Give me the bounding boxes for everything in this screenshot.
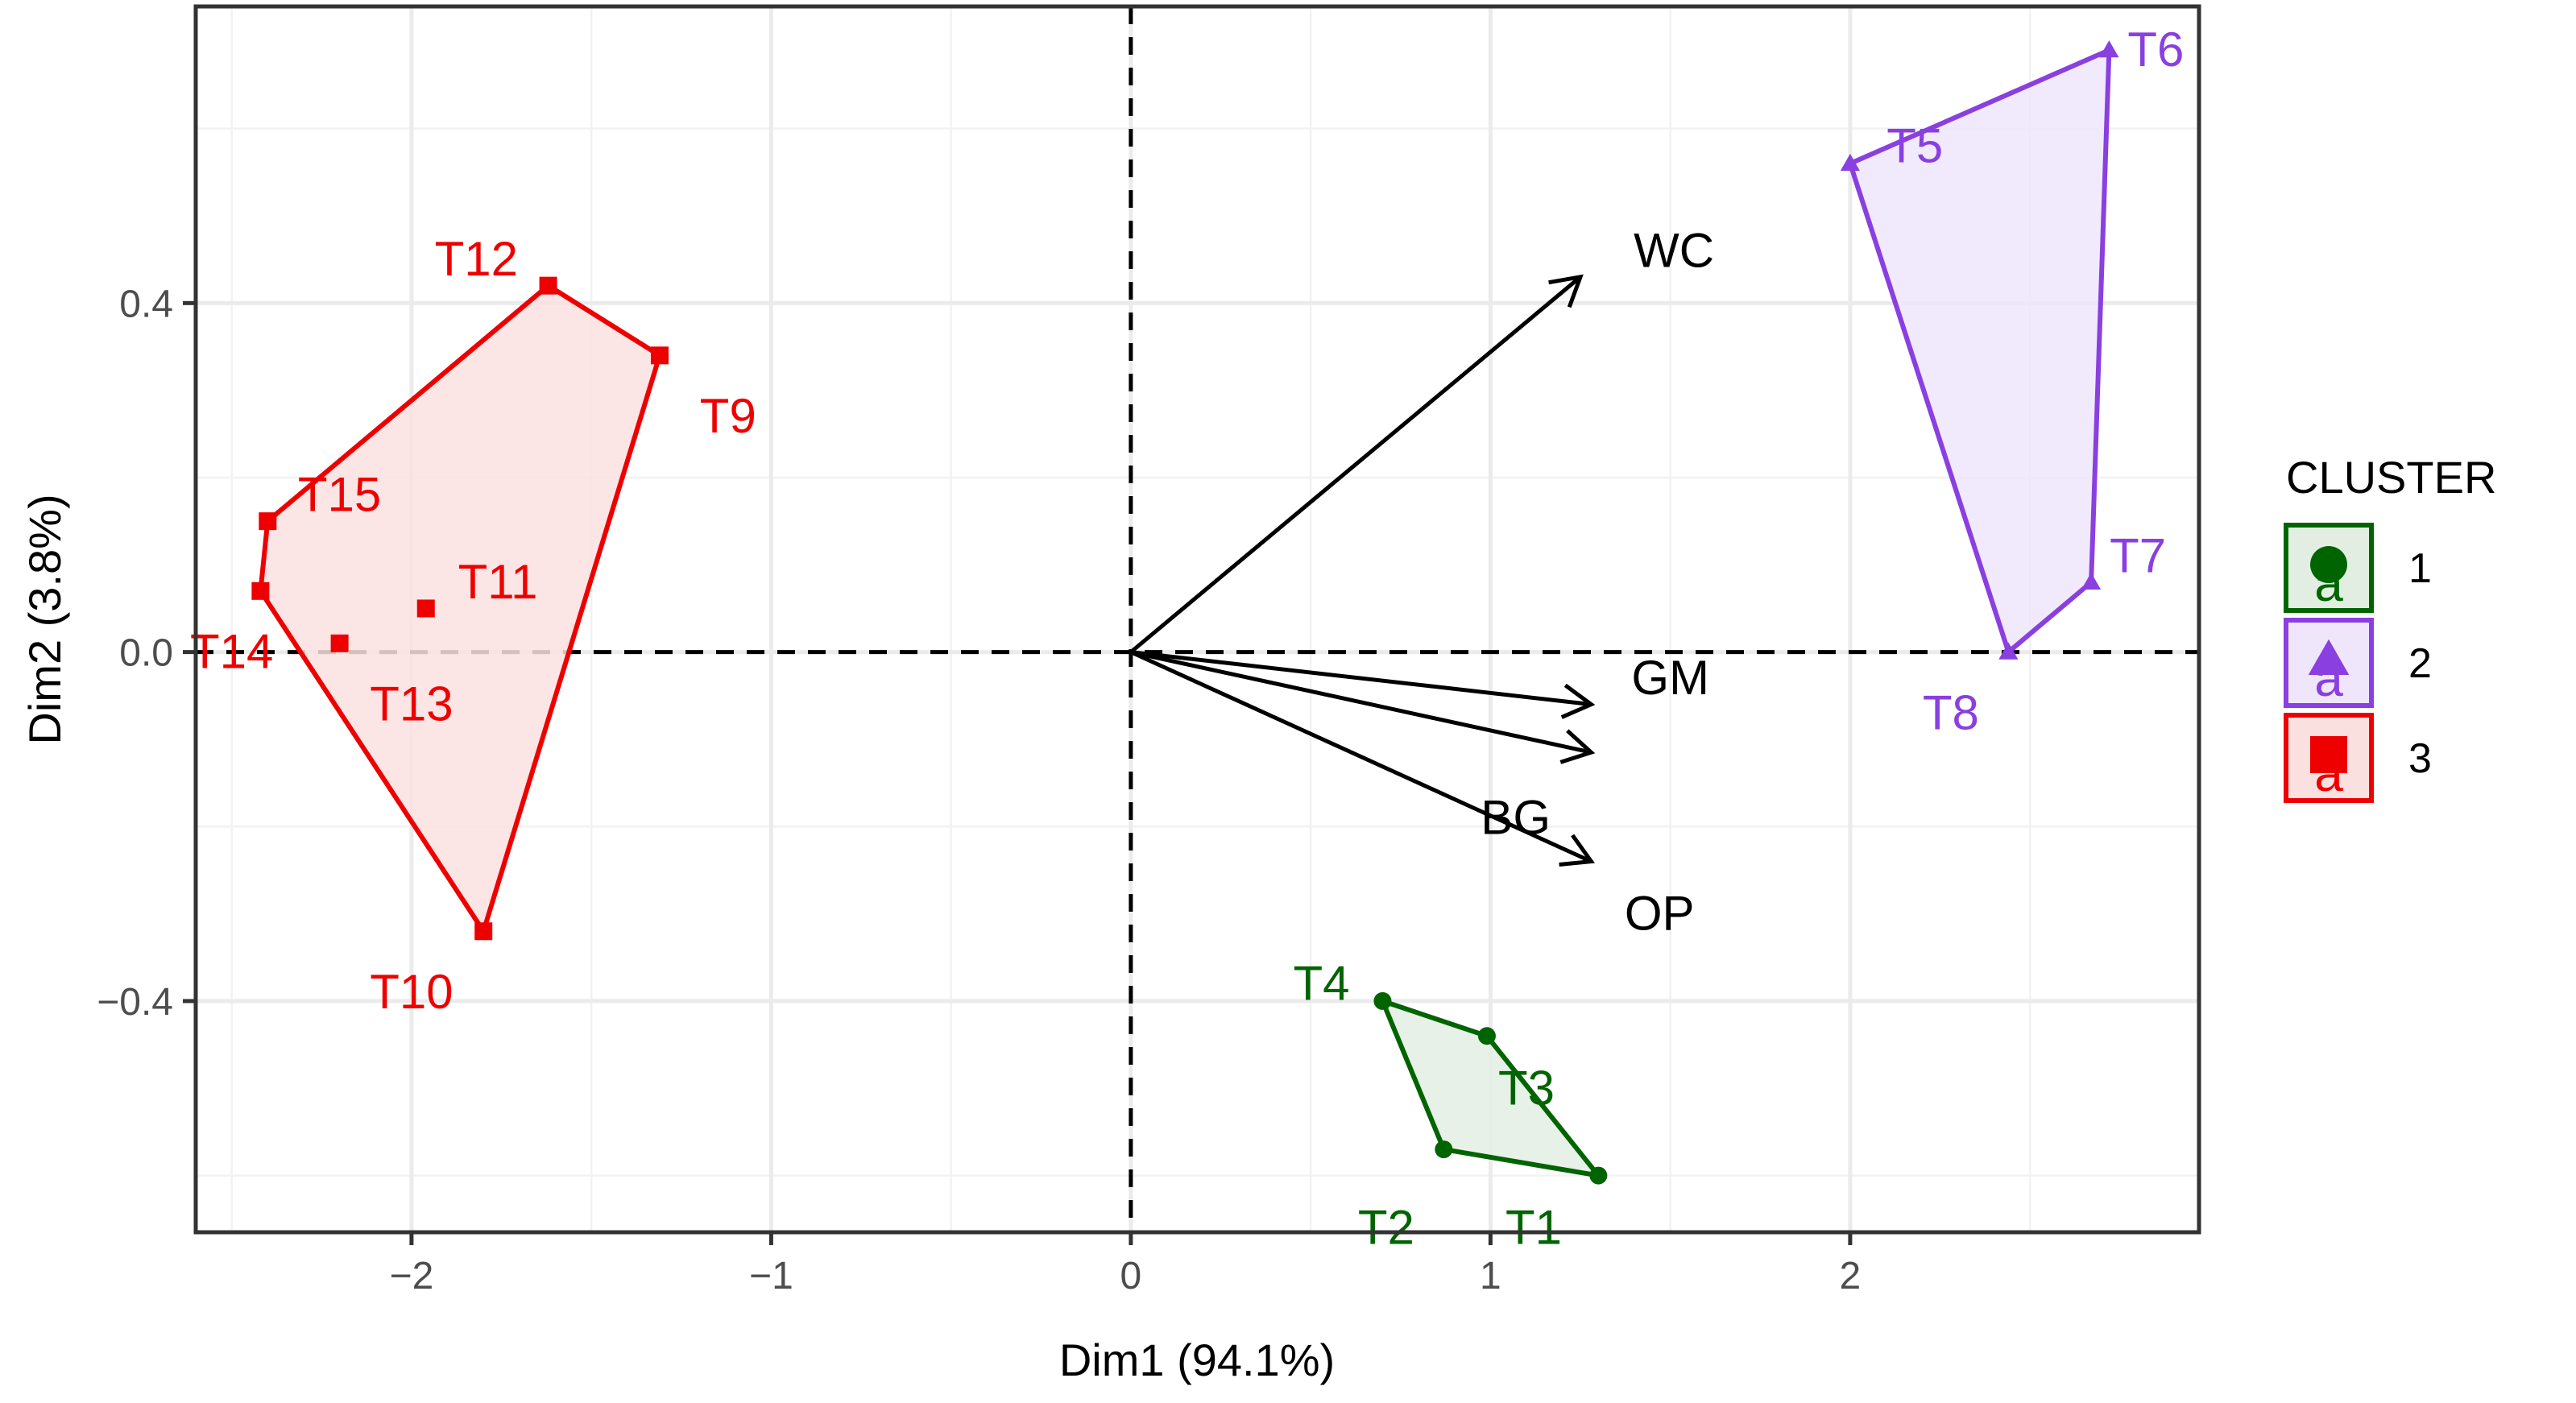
legend-key-2: a <box>2284 618 2374 708</box>
data-points <box>251 40 2119 1185</box>
y-tick-label: −0.4 <box>97 981 173 1024</box>
legend-title: CLUSTER <box>2286 452 2496 503</box>
legend-key-3: a <box>2284 713 2374 803</box>
point-t10 <box>474 922 493 941</box>
point-t6 <box>2099 40 2119 58</box>
legend-label-1: 1 <box>2408 545 2432 592</box>
point-t8 <box>1998 642 2019 660</box>
y-tick-label: 0.0 <box>119 632 173 675</box>
y-axis-label: Dim2 (3.8%) <box>19 494 70 744</box>
point-label-t6: T6 <box>2127 23 2184 77</box>
point-t11 <box>416 599 435 618</box>
point-label-t9: T9 <box>700 389 756 443</box>
arrowhead-op <box>1559 834 1595 867</box>
point-t15 <box>259 512 277 531</box>
arrowhead-gm <box>1560 683 1596 719</box>
legend-key-1: a <box>2284 523 2374 613</box>
point-label-t7: T7 <box>2110 528 2166 582</box>
legend-marker-triangle <box>2308 639 2350 675</box>
variable-label-op: OP <box>1625 887 1695 941</box>
point-label-t8: T8 <box>1923 685 1979 739</box>
axes: −2 −1 0 1 2 −0.4 0.0 0.4 <box>97 283 1861 1297</box>
point-t2 <box>1435 1140 1453 1159</box>
point-label-t5: T5 <box>1886 118 1943 172</box>
variable-label-wc: WC <box>1634 223 1714 277</box>
point-t14 <box>251 581 270 600</box>
legend-key-box <box>2284 713 2374 803</box>
x-tick-label: −2 <box>390 1255 434 1297</box>
point-t5 <box>1840 153 1860 172</box>
arrow-wc <box>1129 275 1582 654</box>
point-label-t1: T1 <box>1505 1201 1562 1255</box>
point-label-t2: T2 <box>1358 1201 1414 1255</box>
legend-label-2: 2 <box>2408 640 2432 687</box>
y-tick-label: 0.4 <box>119 283 173 325</box>
x-tick-label: −1 <box>749 1255 793 1297</box>
variable-label-gm: GM <box>1631 651 1709 705</box>
point-t12 <box>539 276 557 295</box>
point-label-t3: T3 <box>1498 1061 1555 1115</box>
x-axis-label: Dim1 (94.1%) <box>1059 1335 1335 1385</box>
arrow-bg <box>1130 650 1592 755</box>
point-t1 <box>1589 1166 1608 1185</box>
arrowhead-wc <box>1548 274 1584 308</box>
point-label-t14: T14 <box>190 625 273 679</box>
panel-border <box>193 4 2201 1235</box>
cluster-3-hull <box>258 283 662 934</box>
arrow-op <box>1129 650 1592 863</box>
point-t3 <box>1477 1027 1496 1045</box>
legend-marker-square <box>2310 736 2347 773</box>
legend-label-3: 3 <box>2408 735 2432 782</box>
arrowhead-bg <box>1559 729 1596 764</box>
x-tick-label: 2 <box>1840 1255 1862 1297</box>
cluster-hulls <box>258 48 2112 1178</box>
point-label-t12: T12 <box>435 232 518 286</box>
point-label-t10: T10 <box>370 965 453 1019</box>
point-t9 <box>650 346 669 365</box>
x-tick-label: 1 <box>1480 1255 1501 1297</box>
point-label-t11: T11 <box>458 555 538 609</box>
legend-marker-circle <box>2310 546 2347 583</box>
point-label-t4: T4 <box>1294 956 1350 1010</box>
legend: CLUSTER a1a2a3 <box>2284 452 2496 803</box>
point-labels: T1 T2 T3 T4 T5 T6 T7 T8 T9 T10 T11 T12 T13 T14 T15 <box>190 23 2184 1254</box>
point-label-t13: T13 <box>370 677 453 731</box>
reference-lines <box>196 6 2199 1232</box>
point-t13 <box>330 634 349 652</box>
arrow-gm <box>1130 650 1592 707</box>
point-t4 <box>1373 991 1392 1010</box>
point-label-t15: T15 <box>298 468 381 522</box>
x-tick-label: 0 <box>1120 1255 1142 1297</box>
point-t7 <box>2081 572 2102 590</box>
